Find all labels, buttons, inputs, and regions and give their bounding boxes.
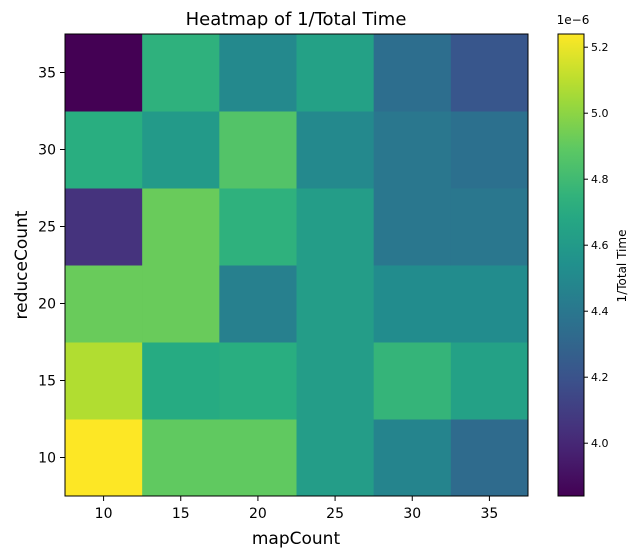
heatmap-cell <box>450 419 529 497</box>
colorbar-gradient <box>557 33 585 497</box>
x-axis-ticks: 10 15 20 25 30 35 <box>95 496 499 522</box>
heatmap-cell <box>450 111 529 189</box>
heatmap-cell <box>373 419 452 497</box>
heatmap-cell <box>450 34 529 112</box>
x-tick-label: 15 <box>172 506 190 522</box>
heatmap-cell <box>65 188 143 266</box>
heatmap-cell <box>296 342 375 420</box>
y-axis-label: reduceCount <box>12 210 32 319</box>
heatmap-cell <box>65 342 143 420</box>
heatmap-cell <box>142 265 220 343</box>
heatmap-cell <box>296 265 375 343</box>
colorbar-label: 1/Total Time <box>615 230 629 303</box>
heatmap-cell <box>142 188 220 266</box>
heatmap-cell <box>142 419 220 497</box>
y-tick-label: 10 <box>38 451 56 467</box>
plot-frame <box>64 33 529 497</box>
heatmap-cell <box>142 342 220 420</box>
heatmap-cell <box>373 111 452 189</box>
colorbar-tick-label: 4.6 <box>591 239 609 252</box>
x-tick-label: 20 <box>249 506 267 522</box>
colorbar: 4.0 4.2 4.4 4.6 4.8 5.0 5.2 <box>557 33 609 497</box>
colorbar-tick-label: 4.2 <box>591 371 609 384</box>
heatmap-cell <box>296 34 375 112</box>
heatmap-cell <box>296 188 375 266</box>
colorbar-tick-label: 4.0 <box>591 437 609 450</box>
heatmap-cell <box>219 265 297 343</box>
y-tick-label: 15 <box>38 374 56 390</box>
heatmap-cell <box>450 188 529 266</box>
y-axis-ticks: 10 15 20 25 30 35 <box>38 66 65 467</box>
x-tick-label: 10 <box>95 506 113 522</box>
heatmap-cell <box>450 265 529 343</box>
heatmap-cell <box>219 34 297 112</box>
heatmap-cell <box>65 34 143 112</box>
y-tick-label: 35 <box>38 66 56 82</box>
x-tick-label: 35 <box>481 506 499 522</box>
heatmap-cell <box>373 265 452 343</box>
heatmap-cell <box>373 342 452 420</box>
x-axis-label: mapCount <box>252 529 341 549</box>
heatmap-cell <box>219 111 297 189</box>
colorbar-tick-label: 5.2 <box>591 41 609 54</box>
x-tick-label: 30 <box>403 506 421 522</box>
heatmap-cell <box>219 188 297 266</box>
heatmap-cell <box>450 342 529 420</box>
heatmap-cell <box>296 111 375 189</box>
colorbar-tick-label: 5.0 <box>591 107 609 120</box>
colorbar-tick-label: 4.8 <box>591 173 609 186</box>
chart-title: Heatmap of 1/Total Time <box>186 9 407 30</box>
colorbar-scale-label: 1e−6 <box>557 13 590 27</box>
y-tick-label: 20 <box>38 297 56 313</box>
heatmap-cell <box>373 188 452 266</box>
heatmap-cell <box>219 342 297 420</box>
heatmap-cell <box>142 111 220 189</box>
colorbar-tick-label: 4.4 <box>591 305 609 318</box>
heatmap-cell <box>296 419 375 497</box>
heatmap-cell <box>65 419 143 497</box>
heatmap-cell <box>65 265 143 343</box>
x-tick-label: 25 <box>326 506 344 522</box>
heatmap-cell <box>65 111 143 189</box>
y-tick-label: 25 <box>38 220 56 236</box>
heatmap-cell <box>219 419 297 497</box>
heatmap-cells <box>65 34 529 497</box>
heatmap-cell <box>373 34 452 112</box>
y-tick-label: 30 <box>38 143 56 159</box>
heatmap-cell <box>142 34 220 112</box>
